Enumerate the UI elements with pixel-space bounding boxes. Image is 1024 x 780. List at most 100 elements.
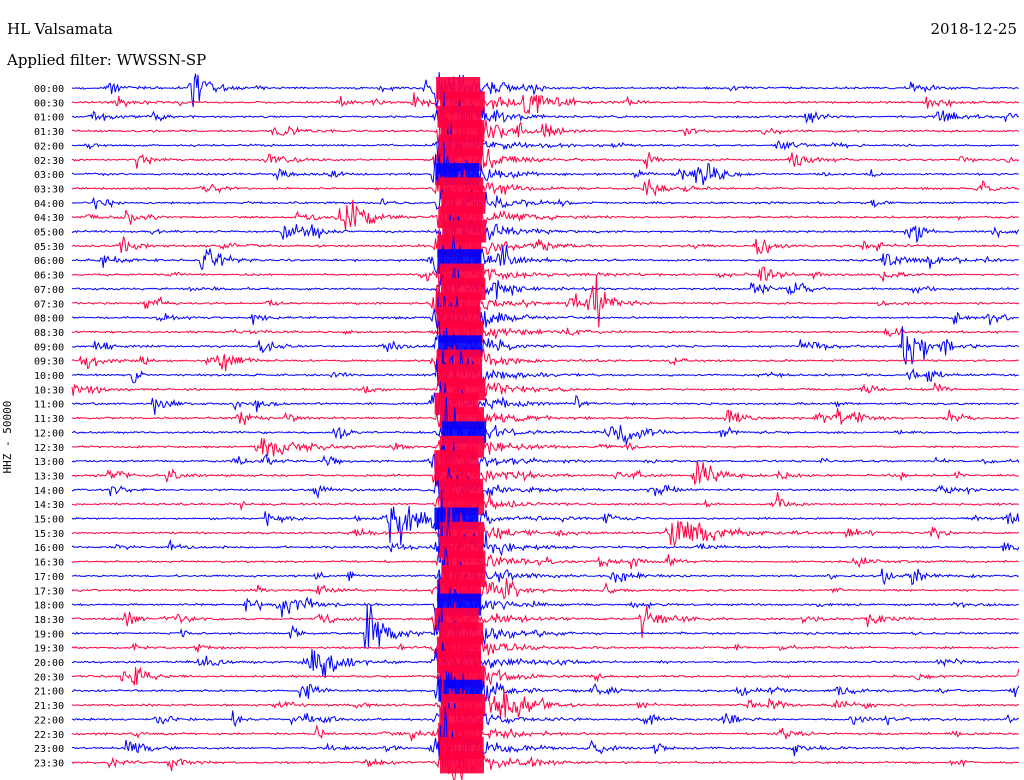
seismic-trace-row bbox=[71, 235, 1019, 282]
seismic-trace-row bbox=[71, 516, 1020, 574]
seismic-trace-row bbox=[71, 194, 1019, 243]
seismic-trace-row bbox=[72, 265, 1020, 328]
seismic-trace-row bbox=[72, 349, 1020, 400]
seismic-trace-row bbox=[71, 467, 1019, 501]
seismic-trace-row bbox=[71, 565, 1019, 611]
row-time-label: 04:30 bbox=[34, 213, 64, 224]
row-time-label: 18:00 bbox=[34, 601, 64, 612]
row-time-label: 12:00 bbox=[34, 428, 64, 439]
row-time-label: 13:30 bbox=[34, 471, 64, 482]
row-time-label: 00:00 bbox=[34, 84, 64, 95]
seismic-trace-row bbox=[71, 642, 1020, 683]
seismic-trace-row bbox=[71, 547, 1020, 603]
row-time-label: 09:00 bbox=[34, 342, 64, 353]
row-time-label: 10:00 bbox=[34, 371, 64, 382]
seismic-trace-row bbox=[71, 214, 1020, 246]
seismic-trace-row bbox=[71, 123, 1019, 171]
row-time-label: 16:30 bbox=[34, 558, 64, 569]
seismic-trace-row bbox=[71, 320, 1020, 365]
row-time-label: 14:30 bbox=[34, 500, 64, 511]
row-time-label: 09:30 bbox=[34, 357, 64, 368]
row-time-label: 05:30 bbox=[34, 242, 64, 253]
row-time-label: 22:30 bbox=[34, 730, 64, 741]
station-title: HL Valsamata bbox=[7, 20, 113, 38]
seismic-trace-row bbox=[72, 80, 1020, 122]
row-time-label: 18:30 bbox=[34, 615, 64, 626]
seismic-trace-row bbox=[71, 481, 1019, 526]
row-time-label: 13:00 bbox=[34, 457, 64, 468]
row-time-label: 10:30 bbox=[34, 385, 64, 396]
row-time-label: 06:00 bbox=[34, 256, 64, 267]
seismic-trace-row bbox=[71, 671, 1020, 709]
row-time-label: 12:30 bbox=[34, 443, 64, 454]
row-time-label: 16:00 bbox=[34, 543, 64, 554]
row-time-label: 00:30 bbox=[34, 98, 64, 109]
row-time-label: 03:30 bbox=[34, 184, 64, 195]
seismic-trace-row bbox=[71, 440, 1020, 486]
row-time-label: 08:30 bbox=[34, 328, 64, 339]
row-time-label: 05:00 bbox=[34, 228, 64, 239]
date-label: 2018-12-25 bbox=[930, 20, 1017, 38]
seismic-trace-row bbox=[71, 489, 1020, 553]
row-time-label: 20:30 bbox=[34, 672, 64, 683]
row-time-label: 03:00 bbox=[34, 170, 64, 181]
seismic-trace-row bbox=[71, 436, 1019, 470]
row-time-label: 15:30 bbox=[34, 529, 64, 540]
seismic-trace-row bbox=[71, 142, 1019, 208]
row-time-label: 21:00 bbox=[34, 687, 64, 698]
row-time-label: 07:30 bbox=[34, 299, 64, 310]
row-time-label: 17:30 bbox=[34, 586, 64, 597]
seismic-trace-row bbox=[71, 740, 1020, 780]
row-time-label: 11:30 bbox=[34, 414, 64, 425]
seismic-trace-row bbox=[71, 674, 1020, 730]
seismic-trace-row bbox=[71, 136, 1020, 186]
row-time-label: 20:00 bbox=[34, 658, 64, 669]
seismic-trace-row bbox=[71, 397, 1020, 455]
seismic-trace-row bbox=[71, 187, 1019, 228]
seismic-trace-row bbox=[71, 296, 1019, 336]
row-time-label: 02:00 bbox=[34, 141, 64, 152]
seismic-trace-row bbox=[71, 368, 1019, 414]
row-time-label: 19:00 bbox=[34, 629, 64, 640]
row-time-label: 23:00 bbox=[34, 744, 64, 755]
seismic-trace-row bbox=[71, 537, 1020, 588]
row-time-label: 17:00 bbox=[34, 572, 64, 583]
row-time-label: 04:00 bbox=[34, 199, 64, 210]
seismic-trace-row bbox=[71, 344, 1020, 387]
seismic-trace-row bbox=[72, 267, 1019, 310]
row-time-label: 11:00 bbox=[34, 400, 64, 411]
seismic-trace-row bbox=[71, 706, 1020, 769]
row-time-label: 02:30 bbox=[34, 156, 64, 167]
saturated-signal-block bbox=[440, 751, 484, 774]
seismic-trace-row bbox=[71, 389, 1020, 450]
row-time-label: 21:30 bbox=[34, 701, 64, 712]
seismic-trace-row bbox=[71, 694, 1020, 760]
row-time-label: 07:00 bbox=[34, 285, 64, 296]
seismic-trace-row bbox=[71, 650, 1020, 698]
filter-label: Applied filter: WWSSN-SP bbox=[7, 51, 207, 69]
seismic-trace-row bbox=[72, 305, 1019, 352]
seismic-trace-row bbox=[71, 381, 1019, 432]
seismic-trace-row bbox=[72, 72, 1019, 109]
row-time-label: 01:30 bbox=[34, 127, 64, 138]
seismic-trace-row bbox=[71, 228, 1020, 267]
seismic-trace-row bbox=[71, 502, 1020, 566]
row-time-label: 01:00 bbox=[34, 113, 64, 124]
row-time-label: 15:00 bbox=[34, 515, 64, 526]
seismic-trace-row bbox=[71, 603, 1019, 660]
seismic-trace-row bbox=[71, 107, 1020, 158]
row-time-label: 08:00 bbox=[34, 314, 64, 325]
seismic-trace-row bbox=[71, 265, 1020, 310]
seismic-trace-row bbox=[71, 602, 1019, 638]
seismic-trace-row bbox=[71, 92, 1019, 145]
row-time-label: 06:30 bbox=[34, 271, 64, 282]
seismic-trace-row bbox=[71, 627, 1019, 674]
seismic-trace-row bbox=[71, 169, 1019, 218]
row-time-label: 23:30 bbox=[34, 758, 64, 769]
seismic-trace-row bbox=[71, 702, 1019, 745]
row-time-label: 19:30 bbox=[34, 644, 64, 655]
seismic-trace-row bbox=[72, 573, 1019, 639]
row-time-label: 14:00 bbox=[34, 486, 64, 497]
